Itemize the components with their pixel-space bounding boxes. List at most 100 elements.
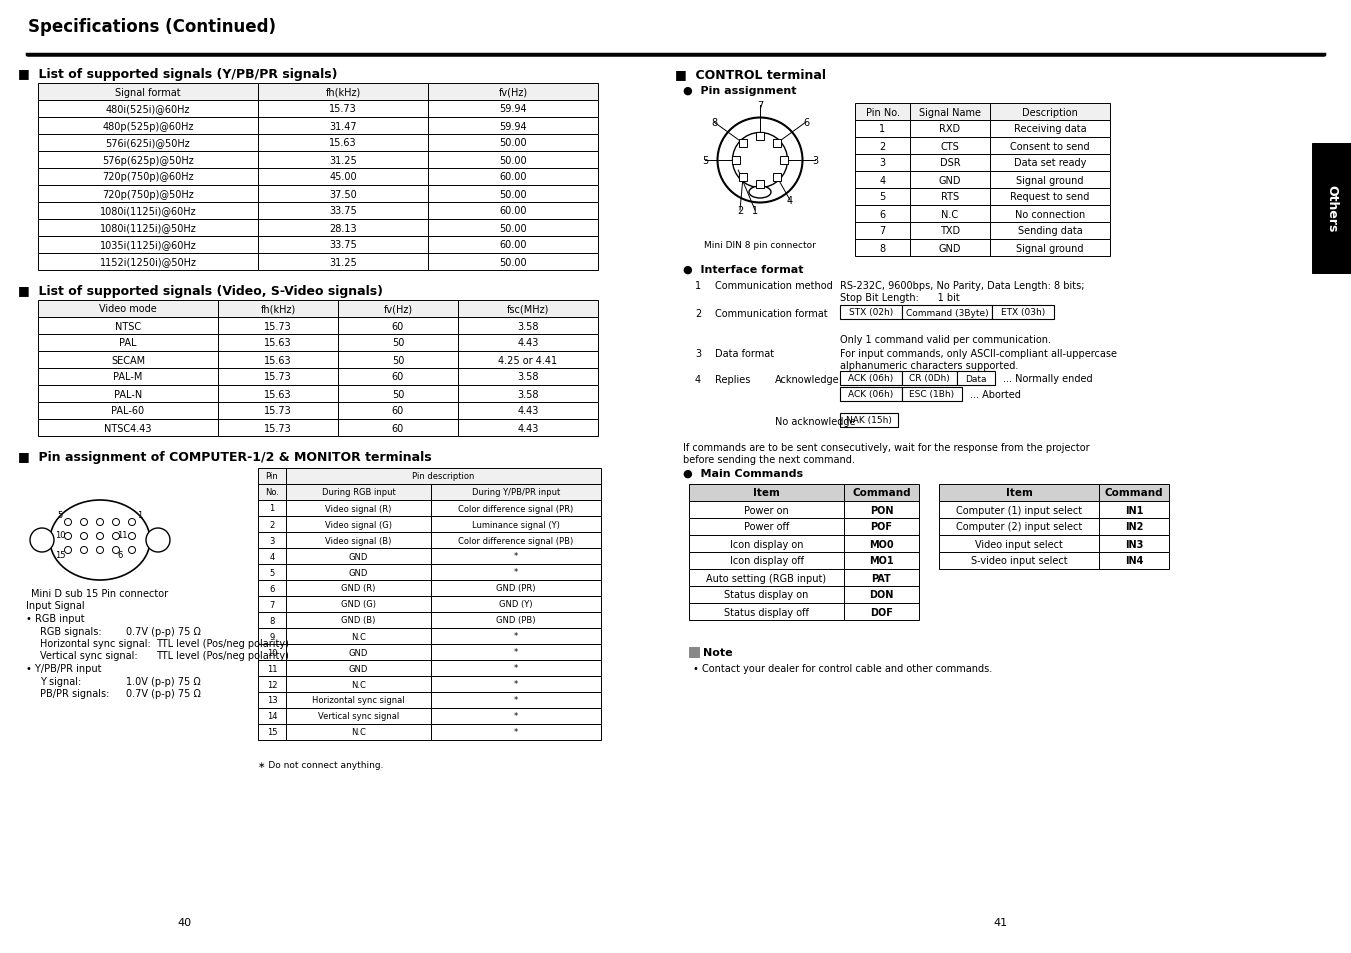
Bar (458, 317, 598, 335)
Text: 15.63: 15.63 (265, 389, 292, 399)
Bar (258, 152, 428, 169)
Bar (286, 564, 431, 580)
Text: Command (3Byte): Command (3Byte) (905, 308, 989, 317)
Text: ■  List of supported signals (Y/PB/PR signals): ■ List of supported signals (Y/PB/PR sig… (18, 68, 338, 81)
Text: RXD: RXD (939, 125, 961, 134)
Text: 50.00: 50.00 (499, 155, 527, 165)
Bar (1098, 484, 1169, 501)
Text: 9: 9 (269, 632, 274, 640)
Text: N.C: N.C (942, 210, 959, 219)
Text: Note: Note (703, 647, 732, 658)
Text: 5: 5 (880, 193, 886, 202)
Text: 15.63: 15.63 (265, 338, 292, 348)
Text: Data: Data (965, 375, 986, 383)
Circle shape (81, 547, 88, 554)
Circle shape (128, 547, 135, 554)
Bar (428, 101, 598, 118)
Bar (286, 613, 431, 628)
Bar (458, 369, 598, 386)
Bar (757, 132, 765, 141)
Bar (689, 603, 844, 620)
Text: 31.47: 31.47 (330, 121, 357, 132)
Circle shape (146, 529, 170, 553)
Text: 15.63: 15.63 (330, 138, 357, 149)
Bar (773, 173, 781, 182)
Text: 576i(625i)@50Hz: 576i(625i)@50Hz (105, 138, 190, 149)
Circle shape (96, 519, 104, 526)
Text: 1: 1 (694, 281, 701, 291)
Bar (990, 154, 1111, 172)
Bar (38, 220, 258, 236)
Text: *: * (513, 728, 519, 737)
Text: 480i(525i)@60Hz: 480i(525i)@60Hz (105, 105, 190, 114)
Text: fsc(MHz): fsc(MHz) (507, 304, 550, 314)
Ellipse shape (50, 500, 150, 580)
Text: 4.43: 4.43 (517, 406, 539, 416)
Text: No acknowledge: No acknowledge (775, 416, 855, 427)
Text: 4: 4 (880, 175, 885, 185)
Bar (258, 533, 286, 548)
Text: 6: 6 (118, 550, 123, 558)
Text: 1: 1 (138, 510, 143, 519)
Bar (855, 138, 911, 154)
Circle shape (128, 519, 135, 526)
Circle shape (96, 547, 104, 554)
Text: Pin: Pin (266, 472, 278, 481)
Bar (38, 186, 258, 203)
Text: • Y/PB/PR input: • Y/PB/PR input (26, 663, 101, 673)
Text: ... Normally ended: ... Normally ended (1002, 374, 1093, 384)
Bar (258, 484, 286, 500)
Bar (844, 586, 919, 603)
Text: ACK (06h): ACK (06h) (848, 390, 893, 399)
Bar (218, 335, 338, 352)
Text: 50: 50 (392, 338, 404, 348)
Bar (757, 181, 765, 189)
Text: NAK (15h): NAK (15h) (846, 416, 892, 425)
Text: • Contact your dealer for control cable and other commands.: • Contact your dealer for control cable … (693, 663, 992, 673)
Text: alphanumeric characters supported.: alphanumeric characters supported. (840, 360, 1019, 371)
Text: STX (02h): STX (02h) (848, 308, 893, 317)
Text: PAL-60: PAL-60 (111, 406, 145, 416)
Text: ●  Interface format: ● Interface format (684, 265, 804, 274)
Text: 50: 50 (392, 355, 404, 365)
Bar (258, 628, 286, 644)
Bar (911, 121, 990, 138)
Text: SECAM: SECAM (111, 355, 145, 365)
Text: Signal Name: Signal Name (919, 108, 981, 117)
Text: 3: 3 (812, 156, 819, 166)
Bar (258, 84, 428, 101)
Text: Vertical sync signal:: Vertical sync signal: (41, 650, 138, 660)
Text: 15: 15 (266, 728, 277, 737)
Bar (286, 548, 431, 564)
Text: Color difference signal (PR): Color difference signal (PR) (458, 504, 574, 513)
Text: Horizontal sync signal:: Horizontal sync signal: (41, 639, 151, 648)
Bar (911, 240, 990, 256)
Bar (38, 317, 218, 335)
Bar (218, 419, 338, 436)
Text: Icon display off: Icon display off (730, 556, 804, 566)
Ellipse shape (717, 118, 802, 203)
Text: No.: No. (265, 488, 280, 497)
Text: 50.00: 50.00 (499, 257, 527, 267)
Bar (957, 372, 994, 386)
Text: 60.00: 60.00 (500, 206, 527, 216)
Bar (428, 220, 598, 236)
Text: 0.7V (p-p) 75 Ω: 0.7V (p-p) 75 Ω (126, 626, 201, 637)
Bar (431, 628, 601, 644)
Bar (431, 500, 601, 517)
Text: before sending the next command.: before sending the next command. (684, 455, 855, 464)
Text: Command: Command (1105, 488, 1163, 498)
Circle shape (112, 519, 119, 526)
Bar (431, 724, 601, 740)
Text: *: * (513, 632, 519, 640)
Bar (258, 169, 428, 186)
Text: Video signal (B): Video signal (B) (326, 536, 392, 545)
Bar (218, 386, 338, 402)
Bar (286, 500, 431, 517)
Text: ESC (1Bh): ESC (1Bh) (909, 390, 955, 399)
Text: NTSC4.43: NTSC4.43 (104, 423, 151, 433)
Text: 15.73: 15.73 (330, 105, 357, 114)
Text: 3: 3 (269, 536, 274, 545)
Text: fv(Hz): fv(Hz) (499, 88, 527, 97)
Bar (939, 518, 1098, 536)
